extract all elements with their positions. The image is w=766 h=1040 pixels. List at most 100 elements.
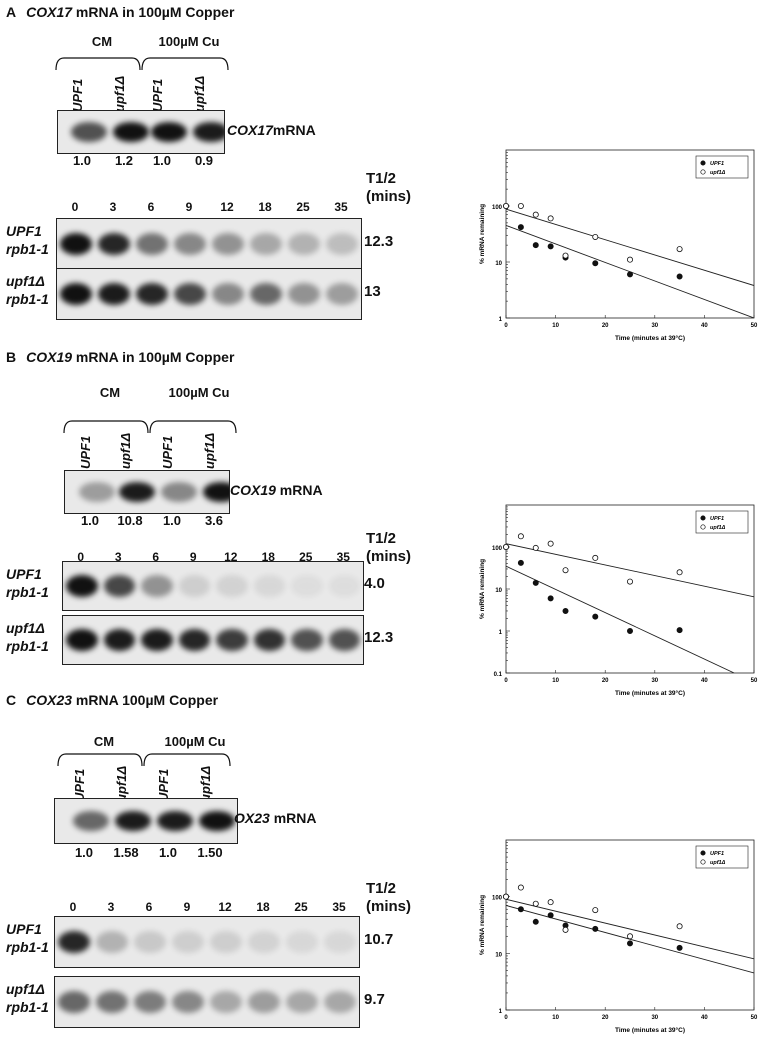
band-ratio: 1.0 xyxy=(162,513,182,528)
lane-label: UPF1 xyxy=(150,78,165,112)
blot-band xyxy=(203,482,229,502)
band-ratio: 1.0 xyxy=(72,153,92,168)
blot-band xyxy=(286,931,318,953)
y-tick-label: 1 xyxy=(499,630,503,636)
y-axis-label: % mRNA remaining xyxy=(479,895,486,955)
band-ratio: 1.0 xyxy=(158,845,178,860)
blot-band xyxy=(96,991,128,1013)
blot-band xyxy=(161,482,197,502)
data-point-upf1-delta xyxy=(517,533,524,540)
data-point-upf1-delta xyxy=(626,933,633,940)
t-half-label: T1/2 xyxy=(366,880,397,897)
x-tick-label: 50 xyxy=(751,678,758,684)
band-ratio: 1.58 xyxy=(113,845,139,860)
y-axis-label: % mRNA remaining xyxy=(479,559,486,619)
t-half-header: T1/2 (mins) xyxy=(366,880,411,916)
mrna-rest: mRNA xyxy=(272,122,316,138)
title-gene: COX17 xyxy=(26,4,73,20)
blot-band xyxy=(115,811,151,831)
data-point-upf1 xyxy=(626,627,633,634)
timepoint-label: 3 xyxy=(114,550,122,564)
blot-band xyxy=(113,122,149,142)
group-cm-label: CM xyxy=(99,385,121,400)
bracket-cm xyxy=(63,420,149,434)
data-point-upf1-delta xyxy=(547,899,554,906)
strain-gene: UPF1 xyxy=(6,921,42,937)
data-point-upf1 xyxy=(517,559,524,566)
band-ratio: 3.6 xyxy=(204,513,224,528)
panel-letter: A xyxy=(6,4,17,20)
group-brackets xyxy=(63,420,237,434)
strain-gene: UPF1 xyxy=(6,566,42,582)
mrna-gene: OX23 xyxy=(234,810,270,826)
blot-band xyxy=(58,931,90,953)
t-half-value: 10.7 xyxy=(364,931,394,948)
lane-label: upf1Δ xyxy=(118,432,133,469)
panel-title: A COX17 mRNA in 100µM Copper xyxy=(6,4,234,20)
data-point-upf1 xyxy=(532,242,539,249)
blot-band xyxy=(136,283,168,305)
blot-band xyxy=(288,233,320,255)
timepoint-label: 25 xyxy=(296,200,310,214)
band-ratio: 1.2 xyxy=(114,153,134,168)
data-point-upf1 xyxy=(547,912,554,919)
data-point-upf1-delta xyxy=(562,926,569,933)
title-gene: COX19 xyxy=(26,349,73,365)
time-course-blot xyxy=(56,268,362,320)
data-point-upf1 xyxy=(547,243,554,250)
legend-box xyxy=(695,155,749,179)
blot-band xyxy=(178,629,210,651)
lane-label: upf1Δ xyxy=(202,432,217,469)
blot-band xyxy=(66,629,98,651)
strain-label: UPF1 rpb1-1 xyxy=(6,222,49,258)
x-tick-label: 0 xyxy=(504,678,508,684)
group-copper-label: 100µM Cu xyxy=(158,34,220,49)
strain-label: upf1Δ rpb1-1 xyxy=(6,272,49,308)
data-point-upf1-delta xyxy=(592,233,599,240)
timepoint-label: 35 xyxy=(332,900,346,914)
bracket-copper xyxy=(141,57,229,71)
y-axis-label: % mRNA remaining xyxy=(479,204,486,264)
legend-label: UPF1 xyxy=(710,161,724,167)
x-tick-label: 30 xyxy=(651,678,658,684)
blot-band xyxy=(250,283,282,305)
blot-band xyxy=(141,629,173,651)
timepoint-label: 18 xyxy=(258,200,272,214)
lane-label: upf1Δ xyxy=(114,765,129,802)
mrna-label: COX19 mRNA xyxy=(230,482,323,498)
blot-band xyxy=(71,122,107,142)
group-cm-label: CM xyxy=(91,34,113,49)
blot-band xyxy=(174,233,206,255)
plot-frame xyxy=(505,149,755,319)
blot-band xyxy=(103,629,135,651)
data-point-upf1-delta xyxy=(626,256,633,263)
blot-band xyxy=(174,283,206,305)
data-point-upf1 xyxy=(626,271,633,278)
strain-allele: rpb1-1 xyxy=(6,638,49,654)
band-ratio: 10.8 xyxy=(117,513,143,528)
mrna-gene: COX19 xyxy=(230,482,276,498)
blot-band xyxy=(210,991,242,1013)
blot-band xyxy=(328,629,360,651)
data-point-upf1 xyxy=(626,940,633,947)
blot-band xyxy=(178,575,210,597)
timepoint-label: 0 xyxy=(77,550,85,564)
t-half-units: (mins) xyxy=(366,898,411,915)
panel-c: C COX23 mRNA 100µM Copper CM 100µM Cu UPF1 up… xyxy=(0,690,766,1036)
time-course-blot xyxy=(54,916,360,968)
x-tick-label: 50 xyxy=(751,323,758,329)
legend-box xyxy=(695,510,749,534)
decay-chart: 0.1 1 10 100 0 10 20 30 40 50 Time (minutes at 39°… xyxy=(479,504,758,697)
blot-band xyxy=(210,931,242,953)
legend-box xyxy=(695,845,749,869)
timepoint-label: 9 xyxy=(189,550,197,564)
band-ratio: 1.0 xyxy=(152,153,172,168)
blot-band xyxy=(253,629,285,651)
data-point-upf1-delta xyxy=(502,893,509,900)
blot-band xyxy=(58,991,90,1013)
lane-label: UPF1 xyxy=(72,768,87,802)
legend-label: UPF1 xyxy=(710,851,724,857)
x-tick-label: 20 xyxy=(602,1015,609,1021)
steady-state-blot xyxy=(64,470,230,514)
legend-marker xyxy=(700,515,706,521)
